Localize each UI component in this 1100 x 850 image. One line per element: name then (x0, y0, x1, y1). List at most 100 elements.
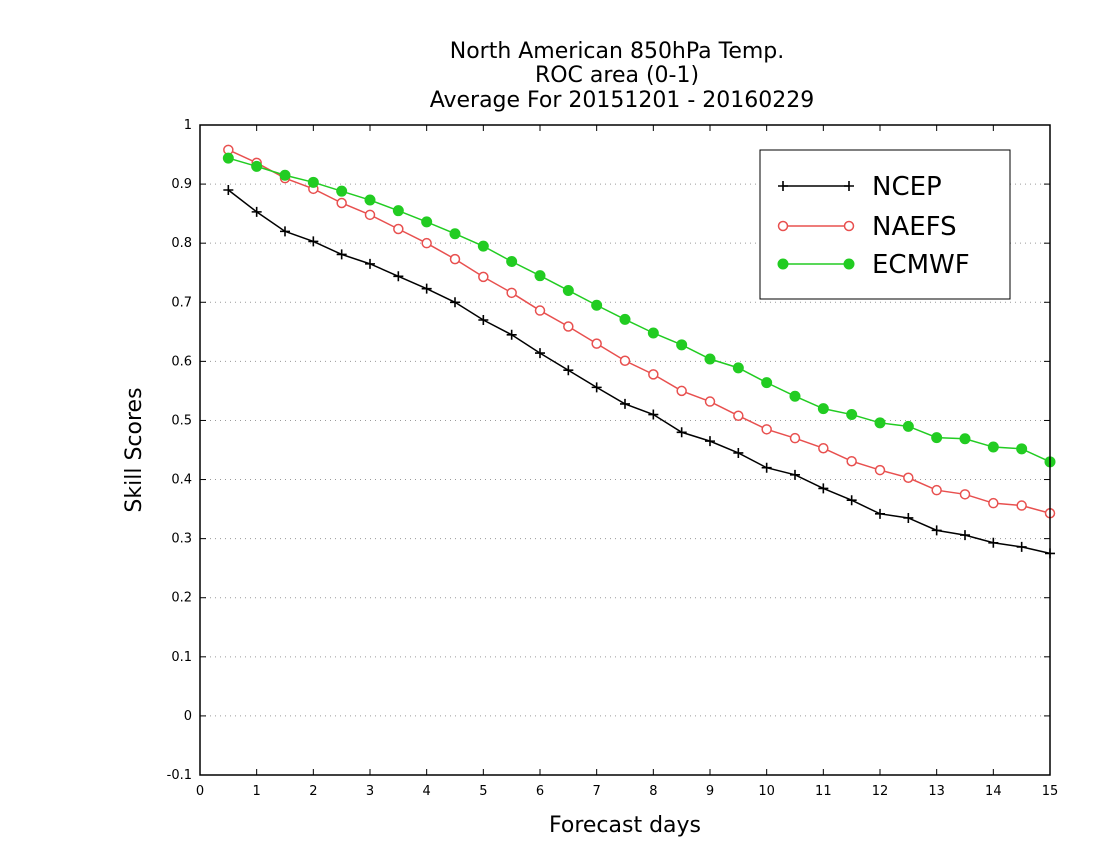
x-tick-label: 11 (815, 784, 832, 799)
data-point-ncep (988, 537, 999, 548)
legend-marker-ncep (844, 181, 854, 191)
legend-label-ncep: NCEP (872, 172, 942, 202)
series-ecmwf (222, 152, 1056, 468)
data-point-naefs (648, 369, 659, 380)
legend: NCEP NAEFS ECMWF (759, 149, 1011, 300)
data-point-ncep (705, 436, 715, 447)
data-point-ncep (506, 329, 517, 340)
data-point-ecmwf (931, 432, 943, 444)
data-point-ncep (421, 283, 432, 294)
x-tick-label: 15 (1042, 784, 1059, 799)
data-point-ncep (960, 530, 970, 541)
x-tick-label: 2 (309, 784, 317, 799)
data-point-ecmwf (874, 417, 886, 429)
x-axis-label: Forecast days (549, 813, 701, 838)
data-point-naefs (959, 489, 971, 500)
data-point-naefs (789, 432, 801, 444)
data-point-ecmwf (279, 169, 291, 181)
data-point-ncep (790, 469, 800, 480)
data-point-ncep (1016, 541, 1027, 552)
chart-title: North American 850hPa Temp. ROC area (0-… (430, 39, 815, 113)
data-point-ecmwf (902, 420, 914, 432)
legend-label-ecmwf: ECMWF (872, 250, 970, 280)
data-point-ncep (365, 258, 375, 269)
legend-marker-ecmwf (777, 258, 789, 270)
data-point-naefs (364, 209, 376, 221)
data-point-ncep (251, 206, 262, 217)
data-point-ncep (478, 315, 489, 325)
data-point-naefs (591, 338, 602, 349)
y-tick-label: 0.8 (171, 236, 192, 251)
x-tick-label: 13 (928, 784, 945, 799)
legend-label-naefs: NAEFS (872, 212, 957, 242)
plot-area-frame (199, 124, 1051, 776)
x-tick-label: 9 (706, 784, 714, 799)
x-tick-label: 1 (253, 784, 261, 799)
legend-marker-naefs (777, 220, 789, 232)
data-point-naefs (1016, 500, 1027, 511)
data-point-naefs (676, 385, 687, 397)
data-point-naefs (846, 455, 857, 467)
y-tick-label: 0.7 (171, 295, 192, 310)
data-point-ncep (336, 249, 347, 260)
data-point-ecmwf (732, 362, 744, 374)
y-tick-label: 0.3 (171, 532, 192, 547)
data-point-naefs (619, 355, 631, 367)
legend-marker-ncep (778, 181, 788, 191)
data-point-naefs (449, 253, 461, 265)
data-point-naefs (506, 287, 517, 299)
data-point-naefs (733, 410, 744, 421)
data-point-ecmwf (449, 228, 461, 240)
data-point-ecmwf (506, 256, 518, 267)
data-point-ecmwf (1016, 443, 1028, 455)
x-tick-label: 3 (366, 784, 374, 799)
data-point-ncep (308, 236, 319, 247)
y-tick-label: 1 (184, 118, 192, 133)
data-point-naefs (704, 396, 716, 407)
data-point-ecmwf (591, 299, 603, 311)
data-point-ecmwf (251, 160, 263, 172)
data-point-naefs (988, 497, 999, 509)
data-point-ncep (591, 382, 602, 393)
data-point-ecmwf (789, 390, 801, 402)
y-tick-label: 0.5 (171, 413, 192, 428)
data-point-ecmwf (959, 433, 971, 445)
data-point-ecmwf (619, 313, 631, 325)
data-point-ecmwf (987, 441, 999, 453)
data-point-ecmwf (421, 216, 433, 228)
data-point-ncep (223, 185, 234, 195)
data-point-ncep (875, 508, 885, 519)
x-tick-label: 10 (758, 784, 775, 799)
legend-marker-naefs (843, 220, 855, 232)
x-tick-label: 4 (423, 784, 431, 799)
data-point-naefs (478, 271, 489, 283)
x-tick-label: 8 (649, 784, 657, 799)
data-point-ecmwf (336, 185, 348, 197)
data-point-ecmwf (562, 284, 574, 296)
data-point-naefs (903, 472, 914, 484)
data-point-ncep (535, 348, 545, 359)
data-point-ecmwf (761, 377, 773, 389)
y-tick-label: 0.6 (171, 354, 192, 369)
data-point-ncep (818, 483, 829, 494)
data-point-ecmwf (704, 353, 716, 365)
x-tick-label: 12 (872, 784, 889, 799)
series-ncep (223, 185, 1055, 559)
data-point-ecmwf (817, 403, 829, 415)
data-point-ecmwf (307, 176, 319, 188)
chart-title-line-3: Average For 20151201 - 20160229 (430, 88, 815, 113)
x-tick-label: 7 (593, 784, 601, 799)
data-point-ecmwf (647, 327, 659, 339)
data-point-ecmwf (392, 205, 404, 217)
y-tick-label: 0.9 (171, 177, 192, 192)
series-line-ncep (227, 189, 1051, 555)
data-point-naefs (818, 442, 829, 454)
data-point-ncep (733, 447, 744, 458)
data-point-ncep (563, 365, 574, 376)
axis-ticks: -0.100.10.20.30.40.50.60.70.80.910 1 2 3 4 5 6… (167, 118, 1059, 799)
data-point-naefs (534, 305, 546, 316)
data-point-ncep (280, 226, 290, 237)
data-point-ncep (903, 512, 914, 523)
y-tick-label: -0.1 (167, 768, 192, 783)
